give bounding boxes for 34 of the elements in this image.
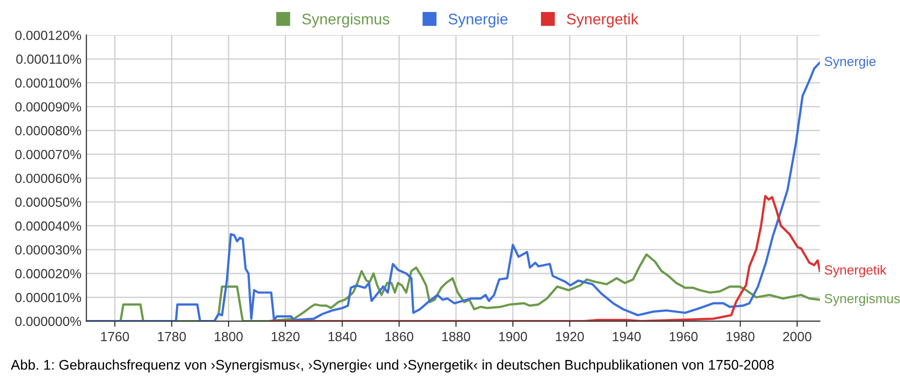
y-tick-label: 0.000090% xyxy=(15,102,82,112)
x-tick-label: 1780 xyxy=(158,332,186,342)
y-tick-label: 0.000030% xyxy=(15,245,82,255)
text: Synergismus xyxy=(824,294,900,306)
y-tick-label: 0.000050% xyxy=(15,198,82,207)
x-tick-label: 1920 xyxy=(556,332,584,342)
x-tick-label: 1980 xyxy=(726,332,754,342)
x-tick-label: 1960 xyxy=(670,332,698,342)
x-tick-label: 1940 xyxy=(612,332,641,342)
x-tick-label: 1820 xyxy=(272,332,300,342)
x-tick-label: 1880 xyxy=(442,332,470,342)
legend-label: Synergetik xyxy=(566,13,638,28)
y-tick-label: 0.000000% xyxy=(15,316,82,326)
legend-label: Synergismus xyxy=(302,13,390,28)
y-tick-label: 0.000040% xyxy=(15,221,82,231)
x-tick-label: 1800 xyxy=(214,332,243,342)
line-series xyxy=(270,194,820,322)
x-tick-label: 2000 xyxy=(783,332,812,342)
x-tick-label: 1860 xyxy=(385,332,414,342)
text: Synergetik xyxy=(824,264,886,278)
y-tick-label: 0.000060% xyxy=(15,174,82,184)
caption: Abb. 1: Gebrauchsfrequenz von ›Synergismus‹, ›Synergie‹ und ›Synergetik‹ in deutschen Buchpublikationen von 1750-2008 xyxy=(10,360,774,372)
x-tick-label: 1900 xyxy=(499,332,528,342)
y-tick-label: 0.000080% xyxy=(15,126,82,136)
y-tick-label: 0.000010% xyxy=(15,292,82,302)
y-tick-label: 0.000070% xyxy=(15,150,82,160)
y-tick-label: 0.000020% xyxy=(15,269,82,278)
x-tick-label: 1760 xyxy=(101,332,129,342)
y-tick-label: 0.000100% xyxy=(15,78,82,88)
legend-label: Synergie xyxy=(448,13,508,28)
text: Synergie xyxy=(824,56,876,69)
y-tick-label: 0.000120% xyxy=(15,30,82,40)
x-tick-label: 1840 xyxy=(328,332,356,342)
y-tick-label: 0.000110% xyxy=(16,54,82,64)
